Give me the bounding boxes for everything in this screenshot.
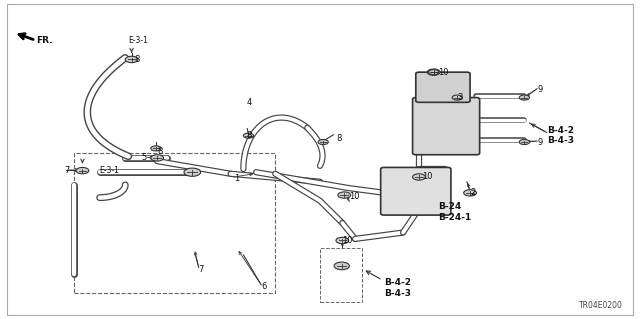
Text: E-3-1: E-3-1 (100, 166, 120, 175)
Text: 4: 4 (246, 98, 252, 107)
Circle shape (519, 95, 529, 100)
Circle shape (429, 70, 439, 75)
Circle shape (318, 139, 328, 145)
Circle shape (338, 192, 351, 198)
Text: 10: 10 (438, 68, 449, 77)
Text: 5: 5 (141, 153, 147, 162)
Text: B-4-2
B-4-3: B-4-2 B-4-3 (384, 278, 411, 298)
Text: 6: 6 (261, 282, 267, 291)
Circle shape (151, 146, 161, 151)
Text: 8: 8 (157, 147, 163, 156)
Text: E-3-1: E-3-1 (129, 36, 148, 45)
Text: 7: 7 (65, 166, 70, 175)
Circle shape (151, 155, 164, 161)
Circle shape (413, 174, 426, 180)
Circle shape (76, 167, 89, 174)
Circle shape (243, 133, 253, 138)
Text: 8: 8 (135, 55, 140, 64)
Circle shape (452, 95, 463, 100)
FancyBboxPatch shape (416, 72, 470, 102)
FancyBboxPatch shape (381, 167, 451, 215)
Circle shape (336, 237, 349, 244)
Text: 9: 9 (537, 85, 542, 94)
Bar (320, 249, 362, 302)
Text: 10: 10 (342, 236, 353, 245)
Text: FR.: FR. (36, 36, 52, 45)
Text: 9: 9 (537, 137, 542, 146)
Text: TR04E0200: TR04E0200 (579, 301, 623, 310)
Text: 8: 8 (246, 131, 252, 140)
Circle shape (184, 168, 200, 176)
Circle shape (519, 139, 529, 145)
Text: 1: 1 (234, 174, 239, 183)
Bar (74, 153, 275, 293)
Text: 10: 10 (349, 191, 359, 201)
Circle shape (334, 262, 349, 270)
Text: 8: 8 (336, 134, 341, 143)
Text: B-24
B-24-1: B-24 B-24-1 (438, 202, 472, 222)
Circle shape (464, 190, 476, 196)
Text: 10: 10 (422, 173, 433, 182)
Circle shape (125, 56, 138, 63)
Text: 3: 3 (458, 93, 463, 102)
Text: B-4-2
B-4-3: B-4-2 B-4-3 (547, 126, 573, 145)
Text: 7: 7 (198, 264, 204, 274)
FancyBboxPatch shape (413, 98, 479, 155)
Circle shape (428, 69, 440, 75)
Text: 2: 2 (470, 188, 476, 197)
